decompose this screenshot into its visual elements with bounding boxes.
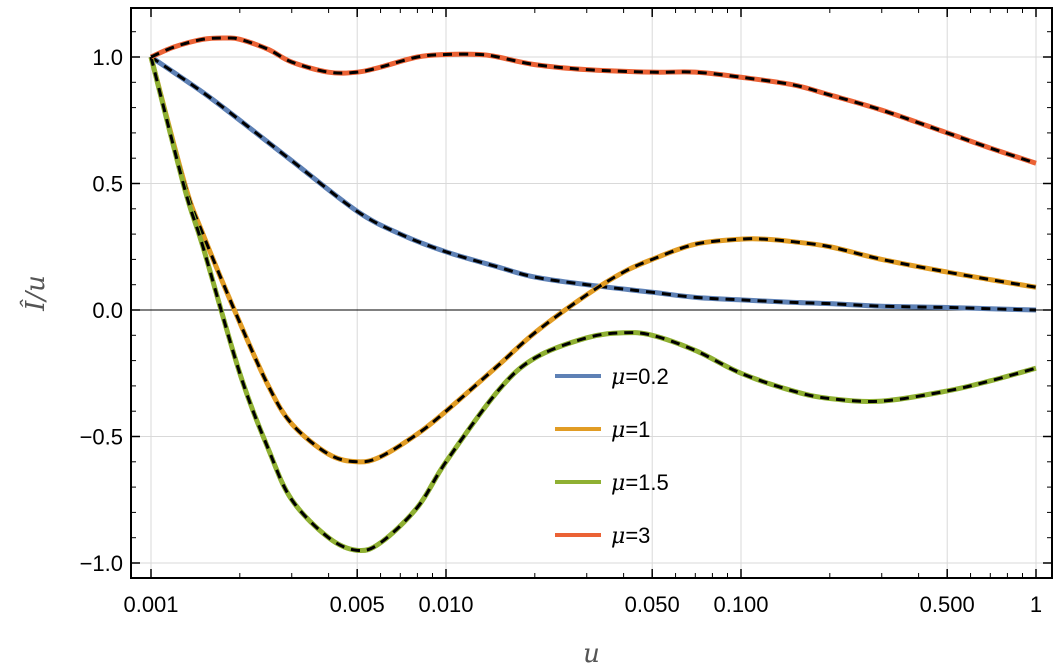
- series-1-dashed-overlay: [149, 56, 1037, 464]
- legend-label-2: μ=1.5: [611, 470, 669, 496]
- y-tick-label-4: −1.0: [80, 551, 123, 576]
- y-axis-label: Î/u: [19, 275, 51, 312]
- series-3-dashed-overlay: [150, 36, 1037, 165]
- x-tick-label-6: 1: [1030, 592, 1042, 617]
- x-tick-label-4: 0.100: [713, 592, 768, 617]
- y-tick-label-2: 0.0: [92, 298, 123, 323]
- x-tick-label-2: 0.010: [418, 592, 473, 617]
- legend-label-1: μ=1: [611, 417, 650, 443]
- x-axis-label: u: [583, 639, 600, 668]
- legend-label-0: μ=0.2: [611, 364, 669, 390]
- x-tick-label-5: 0.500: [920, 592, 975, 617]
- x-tick-label-3: 0.050: [625, 592, 680, 617]
- series-2-line: [148, 56, 1037, 554]
- y-tick-label-3: −0.5: [80, 425, 123, 450]
- plot-frame: [130, 7, 1053, 579]
- series-lines: [148, 35, 1037, 554]
- tick-labels: 0.001 0.005 0.010 0.050 0.100 0.500 1 1.0 0.5 0.0…: [80, 45, 1043, 617]
- legend: μ=0.2 μ=1 μ=1.5 μ=3: [555, 364, 669, 549]
- y-tick-label-1: 0.5: [92, 172, 123, 197]
- x-tick-label-1: 0.005: [330, 592, 385, 617]
- series-0-dashed-overlay: [150, 55, 1037, 312]
- legend-label-3: μ=3: [611, 523, 650, 549]
- series-2-dashed-overlay: [149, 56, 1037, 553]
- x-tick-label-0: 0.001: [123, 592, 178, 617]
- y-tick-label-0: 1.0: [92, 45, 123, 70]
